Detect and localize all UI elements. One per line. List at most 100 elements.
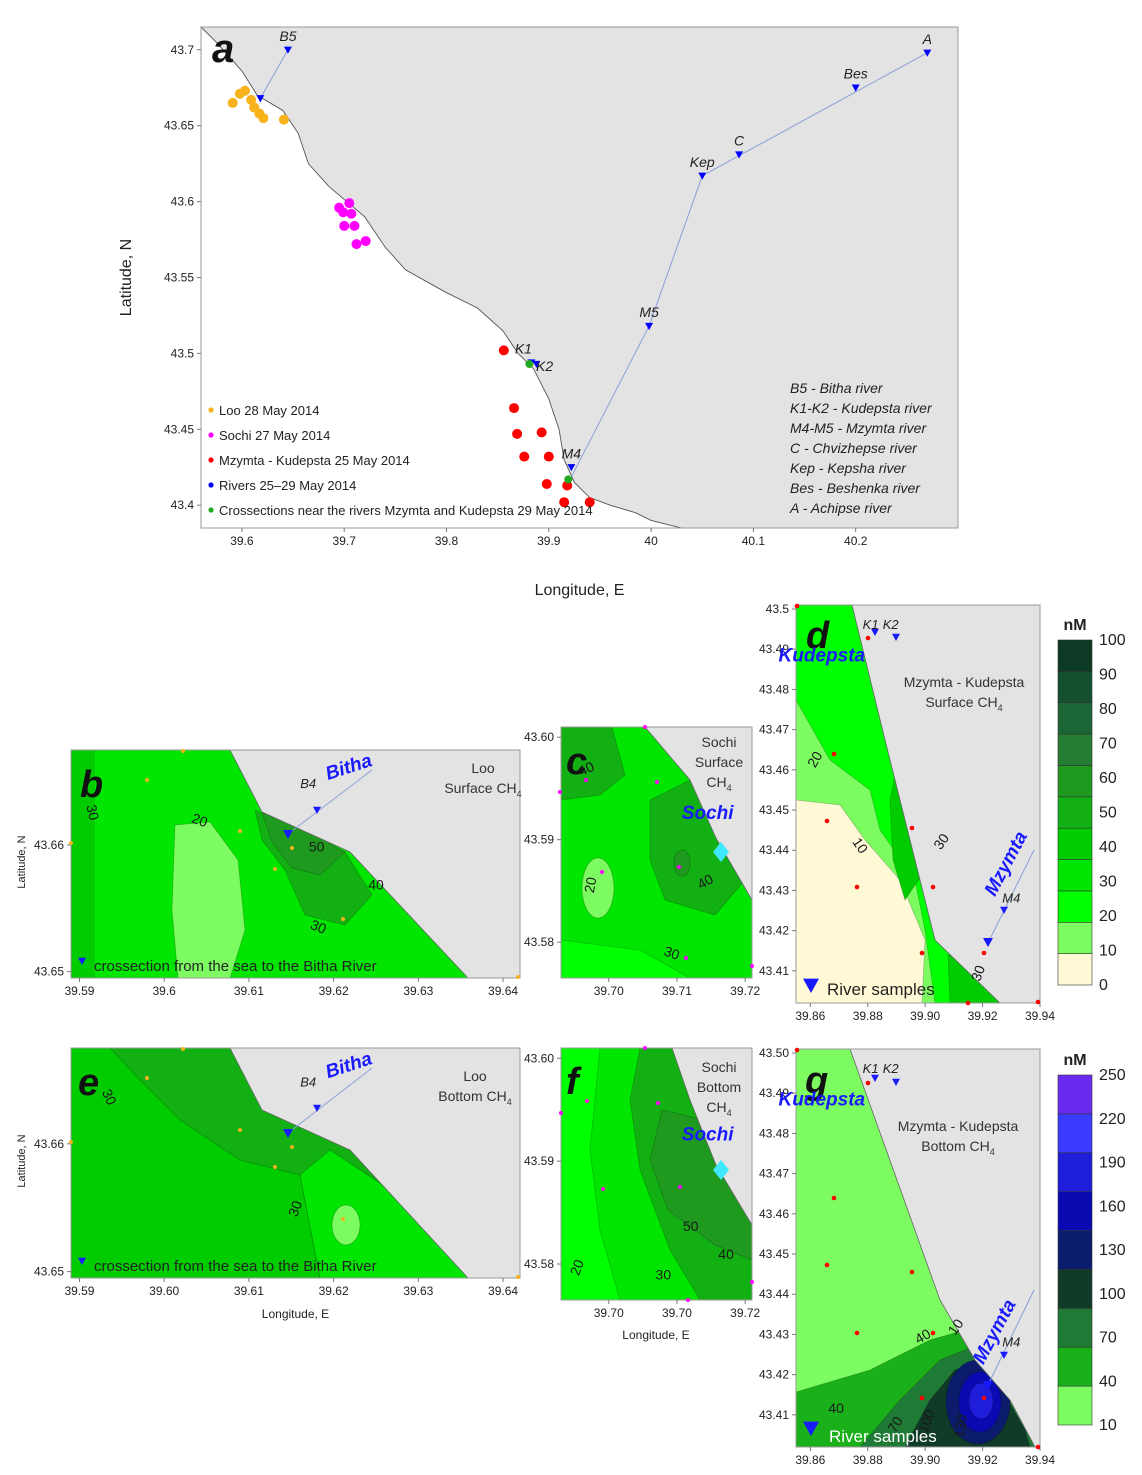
sampling-station-marker xyxy=(655,780,659,784)
plot-frame xyxy=(795,1048,1041,1448)
x-tick-label: 39.88 xyxy=(853,1009,883,1023)
sampling-station-marker xyxy=(239,85,250,96)
x-tick-label: 39.72 xyxy=(730,984,760,998)
colorbar-swatch xyxy=(1057,953,1093,986)
plot-frame xyxy=(795,604,1041,1004)
plot-frame xyxy=(70,1047,521,1279)
x-tick-label: 39.94 xyxy=(1025,1453,1055,1467)
colorbar-tick-label: 10 xyxy=(1099,943,1117,960)
river-station-marker xyxy=(313,806,321,814)
sampling-station-marker xyxy=(750,1280,754,1284)
y-tick-label: 43.50 xyxy=(759,1046,789,1060)
sampling-station-marker xyxy=(290,1145,294,1149)
panel-letter: a xyxy=(212,27,234,71)
colorbar-swatch xyxy=(1057,1152,1093,1192)
legend-entry: Rivers 25–29 May 2014 xyxy=(219,478,356,493)
river-station-marker xyxy=(871,628,879,636)
y-tick-label: 43.46 xyxy=(759,763,789,777)
river-key-entry: B5 - Bitha river xyxy=(790,380,884,396)
panel-letter: g xyxy=(804,1060,828,1102)
colorbar-tick-label: 30 xyxy=(1099,874,1117,891)
x-tick-label: 39.9 xyxy=(537,534,561,548)
panel-f: 39.70 39.70 39.72 43.58 43.59 43.60 Longitude,… xyxy=(524,1046,761,1342)
panel-title-line: Mzymta - Kudepsta xyxy=(904,674,1025,690)
legend-entry: Loo 28 May 2014 xyxy=(219,403,319,418)
panel-title-line: Bottom xyxy=(697,1079,741,1095)
panel-letter: f xyxy=(566,1061,582,1103)
river-station-marker xyxy=(892,633,900,641)
sampling-station-marker xyxy=(258,113,269,124)
sampling-station-marker xyxy=(1035,1444,1041,1450)
contour-fill-30-west xyxy=(71,750,95,978)
plot-frame xyxy=(70,749,521,979)
sampling-station-marker xyxy=(750,964,754,968)
sampling-station-marker xyxy=(824,1262,830,1268)
colorbar-swatch xyxy=(1057,1269,1093,1309)
panel-e: 39.59 39.60 39.61 39.62 39.63 39.64 43.65 43.66… xyxy=(16,1047,521,1321)
sampling-station-marker xyxy=(273,1165,277,1169)
subscript: 4 xyxy=(727,783,732,793)
colorbar-tick-label: 40 xyxy=(1099,839,1117,856)
river-key-entry: Kep - Kepsha river xyxy=(790,460,907,476)
panel-title-line: Loo xyxy=(463,1068,487,1084)
sampling-station-marker xyxy=(1035,999,1041,1005)
colorbar-tick-label: 70 xyxy=(1099,1330,1117,1347)
subscript: 4 xyxy=(990,1147,995,1157)
y-tick-label: 43.42 xyxy=(759,924,789,938)
river-station-marker xyxy=(1000,1351,1008,1359)
panel-title-line: CH4 xyxy=(706,774,731,793)
sampling-station-marker xyxy=(584,497,595,508)
sampling-station-marker xyxy=(677,865,681,869)
station-label: B5 xyxy=(279,28,296,44)
sampling-station-marker xyxy=(543,451,554,462)
colorbar-tick-label: 70 xyxy=(1099,736,1117,753)
x-tick-label: 40.2 xyxy=(844,534,868,548)
y-tick-label: 43.43 xyxy=(759,883,789,897)
panel-title-line: Surface CH4 xyxy=(444,780,521,799)
colorbar-tick-label: 50 xyxy=(1099,805,1117,822)
station-label: K1 xyxy=(515,341,532,357)
y-tick-label: 43.59 xyxy=(524,833,554,847)
legend-entry: River samples xyxy=(829,1427,937,1446)
panel-b: 39.59 39.6 39.61 39.62 39.63 39.64 43.65 43.66 L… xyxy=(16,749,522,998)
colorbar-tick-label: 100 xyxy=(1099,1286,1126,1303)
x-axis-title: Longitude, E xyxy=(262,1307,329,1321)
transect-line xyxy=(568,325,650,482)
y-tick-label: 43.44 xyxy=(759,1287,789,1301)
sampling-station-marker xyxy=(516,975,520,979)
colorbar-swatch xyxy=(1057,1230,1093,1270)
contour-label: 30 xyxy=(968,963,988,983)
sampling-station-marker xyxy=(600,870,604,874)
sampling-station-marker xyxy=(558,790,562,794)
y-tick-label: 43.41 xyxy=(759,1408,789,1422)
contour-fill-50 xyxy=(673,849,691,877)
colorbar-tick-label: 10 xyxy=(1099,1417,1117,1434)
colorbar-tick-label: 130 xyxy=(1099,1242,1126,1259)
panel-letter: b xyxy=(80,764,103,806)
river-station-marker xyxy=(313,1104,321,1112)
x-tick-label: 39.63 xyxy=(403,984,433,998)
sampling-station-marker xyxy=(831,1195,837,1201)
panel-a: 39.6 39.7 39.8 39.9 40 40.1 40.2 43.4 43.45 43.5 4… xyxy=(118,26,959,599)
contour-label: 40 xyxy=(828,1400,844,1416)
y-tick-label: 43.44 xyxy=(759,843,789,857)
map-annotation: K1 xyxy=(863,1061,879,1076)
y-tick-label: 43.45 xyxy=(759,803,789,817)
river-station-marker xyxy=(1000,906,1008,914)
panel-c: 39.70 39.71 39.72 43.58 43.59 43.60 c Sochi Surf… xyxy=(524,725,761,998)
sampling-station-marker xyxy=(824,818,830,824)
legend-swatch xyxy=(208,482,214,488)
panel-title-line: Bottom CH4 xyxy=(921,1138,994,1157)
station-label: Kep xyxy=(690,154,715,170)
transect-line xyxy=(287,1067,373,1134)
panel-title-line: Sochi xyxy=(701,1059,736,1075)
x-tick-label: 39.86 xyxy=(795,1009,825,1023)
crossection-marker xyxy=(525,360,534,369)
river-key-entry: K1-K2 - Kudepsta river xyxy=(790,400,933,416)
sampling-station-marker xyxy=(238,1128,242,1132)
y-tick-label: 43.42 xyxy=(759,1368,789,1382)
river-key-entry: C - Chvizhepse river xyxy=(790,440,918,456)
colorbar-swatch xyxy=(1057,796,1093,829)
x-tick-label: 39.62 xyxy=(319,1284,349,1298)
